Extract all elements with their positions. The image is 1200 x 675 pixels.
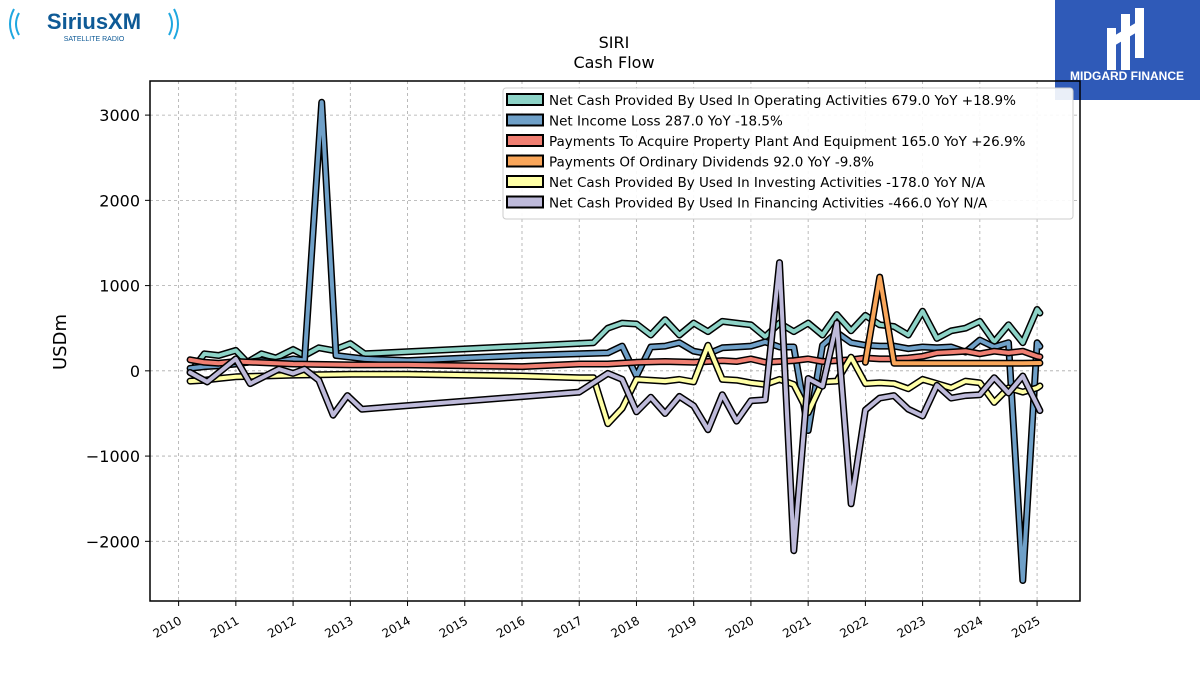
x-tick-label: 2012	[265, 613, 298, 640]
legend-entry: Net Cash Provided By Used In Financing A…	[549, 196, 988, 212]
legend-entry: Net Cash Provided By Used In Investing A…	[549, 175, 986, 191]
legend-box	[502, 87, 1074, 220]
legend-swatch	[506, 134, 544, 147]
svg-text:MIDGARD FINANCE: MIDGARD FINANCE	[1070, 69, 1184, 83]
x-tick-label: 2015	[437, 613, 470, 640]
midgard-finance-logo: MIDGARD FINANCE	[1055, 0, 1200, 100]
x-tick-label: 2024	[952, 613, 985, 640]
x-tick-label: 2016	[494, 613, 527, 640]
legend-swatch	[506, 154, 544, 168]
legend: Net Cash Provided By Used In Operating A…	[502, 87, 1074, 220]
x-tick-label: 2013	[322, 613, 355, 640]
series-lines	[186, 98, 1044, 584]
y-tick-label: 3000	[99, 106, 140, 125]
series-line	[188, 349, 1042, 369]
x-tick-label: 2014	[380, 613, 413, 640]
svg-text:SATELLITE RADIO: SATELLITE RADIO	[64, 36, 125, 43]
x-tick-label: 2019	[666, 613, 699, 640]
x-tick-label: 2025	[1009, 613, 1042, 640]
legend-swatch	[506, 175, 544, 188]
legend-entry: Payments To Acquire Property Plant And E…	[549, 134, 1026, 150]
x-tick-label: 2020	[723, 613, 756, 640]
siriusxm-logo: SiriusXM SATELLITE RADIO	[9, 8, 179, 43]
series-line	[863, 275, 1042, 366]
series-line-outline	[186, 259, 1044, 555]
x-tick-label: 2011	[208, 613, 241, 640]
series-line	[188, 307, 1042, 375]
y-tick-label: −2000	[86, 532, 140, 551]
y-tick-label: 2000	[99, 191, 140, 210]
x-tick-label: 2023	[895, 613, 928, 640]
y-tick-label: 1000	[99, 277, 140, 296]
legend-swatch	[506, 113, 544, 127]
legend-entry: Payments Of Ordinary Dividends 92.0 YoY …	[549, 155, 874, 171]
plot-frame	[149, 80, 1081, 602]
x-tick-label: 2017	[551, 613, 584, 640]
legend-entry: Net Cash Provided By Used In Operating A…	[549, 93, 1016, 109]
y-axis-label: USDm	[50, 314, 71, 370]
y-axis-ticks: 3000 2000 1000 0 −1000 −2000	[86, 106, 150, 551]
x-tick-label: 2021	[780, 613, 813, 640]
x-tick-label: 2018	[609, 613, 642, 640]
chart-subtitle: Cash Flow	[573, 53, 654, 72]
legend-swatch	[506, 195, 544, 209]
y-tick-label: −1000	[86, 447, 140, 466]
series-line	[188, 343, 1042, 426]
y-tick-label: 0	[130, 362, 140, 381]
x-axis-ticks: 2010 2011 2012 2013 2014 2015 2016 2017 2018 2019…	[151, 601, 1043, 641]
x-tick-label: 2022	[837, 613, 870, 640]
legend-entry: Net Income Loss 287.0 YoY -18.5%	[549, 114, 783, 130]
x-tick-label: 2010	[151, 613, 184, 640]
legend-swatch	[506, 93, 544, 106]
svg-text:SiriusXM: SiriusXM	[47, 9, 141, 34]
chart-title: SIRI	[599, 33, 630, 52]
series-line	[188, 260, 1042, 553]
